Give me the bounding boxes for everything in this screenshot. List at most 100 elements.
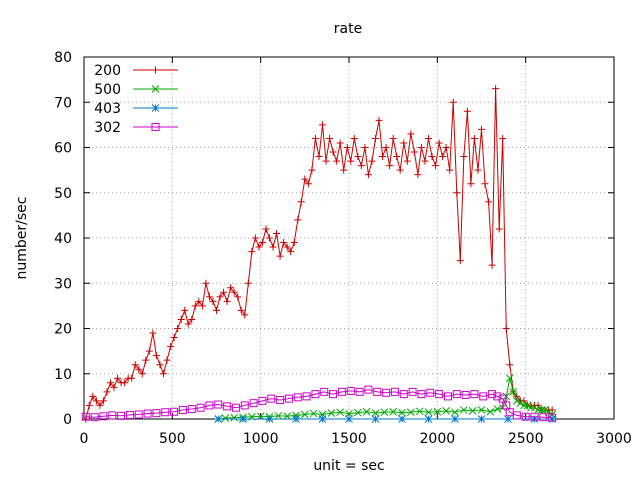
- data-point-200: [135, 365, 143, 373]
- data-point-200: [326, 134, 334, 142]
- data-point-500: [336, 408, 345, 417]
- series-302: [81, 385, 557, 422]
- data-point-200: [152, 352, 160, 360]
- data-point-200: [534, 401, 542, 409]
- data-point-200: [403, 157, 411, 165]
- data-point-200: [92, 397, 100, 405]
- legend-label-302: 302: [94, 120, 121, 136]
- data-point-200: [82, 415, 90, 423]
- data-point-200: [181, 306, 189, 314]
- data-point-302: [161, 408, 170, 417]
- data-point-302: [134, 410, 143, 419]
- x-tick-label: 0: [80, 431, 89, 447]
- data-point-200: [478, 125, 485, 133]
- data-point-200: [442, 144, 450, 151]
- y-tick-label: 70: [54, 95, 72, 111]
- data-point-403: [371, 415, 380, 423]
- data-point-302: [231, 403, 240, 412]
- data-point-200: [361, 144, 369, 151]
- data-point-200: [364, 171, 372, 179]
- x-tick-label: 1500: [331, 431, 367, 447]
- legend-marker-200: [152, 66, 159, 74]
- data-point-200: [347, 157, 355, 165]
- data-point-200: [174, 325, 182, 332]
- data-point-200: [488, 261, 496, 269]
- data-point-200: [107, 379, 114, 387]
- data-point-200: [248, 248, 256, 256]
- data-point-302: [240, 401, 249, 410]
- data-point-200: [315, 153, 323, 161]
- data-point-302: [205, 401, 214, 410]
- data-point-500: [398, 408, 406, 417]
- data-point-500: [415, 407, 424, 416]
- data-point-500: [300, 410, 309, 419]
- data-point-200: [230, 288, 238, 296]
- data-point-200: [156, 361, 164, 369]
- data-point-200: [223, 297, 231, 305]
- data-point-200: [110, 383, 118, 391]
- data-point-500: [424, 408, 433, 417]
- data-point-200: [432, 162, 440, 170]
- data-point-500: [292, 411, 300, 420]
- data-point-500: [530, 403, 539, 412]
- data-point-200: [290, 239, 298, 247]
- chart-title: rate: [334, 21, 362, 37]
- data-point-302: [479, 392, 488, 401]
- legend-label-500: 500: [94, 82, 121, 98]
- legend-marker-403: [151, 104, 160, 112]
- data-point-500: [380, 408, 389, 417]
- data-point-200: [382, 144, 390, 151]
- data-point-403: [239, 415, 247, 423]
- data-point-403: [548, 415, 557, 423]
- data-point-200: [209, 297, 217, 305]
- data-point-200: [170, 334, 178, 342]
- data-point-403: [504, 415, 512, 423]
- data-point-200: [485, 198, 493, 206]
- data-point-302: [276, 395, 285, 404]
- data-point-200: [350, 134, 358, 142]
- data-point-200: [400, 139, 408, 147]
- data-point-302: [223, 402, 232, 411]
- data-point-302: [293, 393, 302, 402]
- data-point-200: [251, 234, 259, 242]
- data-point-302: [461, 391, 470, 400]
- data-point-500: [486, 407, 495, 416]
- data-point-500: [406, 408, 415, 417]
- data-point-302: [355, 387, 364, 396]
- legend-label-200: 200: [94, 63, 121, 79]
- data-point-500: [230, 413, 239, 422]
- data-point-200: [205, 293, 213, 301]
- data-point-302: [125, 410, 134, 419]
- data-point-500: [509, 387, 518, 396]
- data-point-200: [294, 216, 302, 224]
- data-point-500: [477, 406, 486, 414]
- data-point-200: [513, 392, 521, 400]
- data-point-200: [145, 347, 153, 355]
- data-point-200: [191, 302, 199, 310]
- data-point-500: [468, 407, 477, 415]
- data-point-200: [319, 121, 326, 129]
- data-point-302: [117, 411, 126, 420]
- data-point-302: [284, 394, 293, 403]
- data-point-500: [505, 374, 514, 383]
- data-point-200: [379, 153, 387, 161]
- data-point-200: [227, 284, 235, 292]
- data-point-403: [292, 415, 300, 423]
- data-point-200: [502, 325, 510, 332]
- data-point-500: [371, 409, 380, 417]
- data-point-302: [302, 392, 311, 401]
- series-line-302: [85, 389, 553, 419]
- data-point-200: [449, 98, 457, 106]
- x-tick-label: 3000: [596, 431, 632, 447]
- data-point-302: [521, 412, 530, 421]
- data-point-200: [453, 189, 461, 197]
- data-point-200: [216, 293, 224, 301]
- data-point-200: [266, 234, 273, 242]
- data-point-200: [276, 252, 284, 260]
- data-point-200: [184, 320, 192, 328]
- y-axis-label: number/sec: [14, 197, 30, 280]
- y-tick-label: 60: [54, 141, 72, 157]
- data-point-200: [386, 162, 394, 170]
- data-point-200: [343, 144, 351, 151]
